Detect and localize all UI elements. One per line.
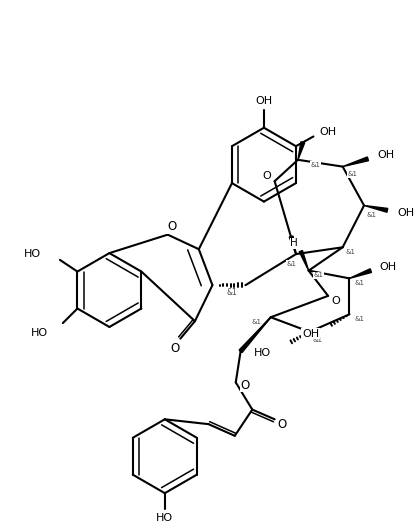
Polygon shape [289, 236, 296, 254]
Text: HO: HO [31, 328, 48, 338]
Polygon shape [349, 269, 372, 278]
Text: OH: OH [319, 127, 336, 137]
Text: OH: OH [378, 150, 395, 160]
Text: HO: HO [24, 249, 41, 259]
Text: &1: &1 [354, 280, 364, 286]
Polygon shape [239, 317, 271, 353]
Text: &1: &1 [354, 316, 364, 322]
Text: O: O [170, 342, 179, 355]
Text: O: O [331, 295, 340, 306]
Text: H: H [290, 238, 298, 248]
Text: OH: OH [397, 208, 414, 218]
Text: OH: OH [380, 262, 397, 272]
Text: &1: &1 [367, 212, 377, 218]
Text: &1: &1 [286, 261, 296, 267]
Text: &1: &1 [310, 162, 321, 168]
Text: HO: HO [156, 514, 173, 523]
Text: &1: &1 [347, 172, 357, 177]
Text: O: O [167, 220, 176, 233]
Text: O: O [278, 418, 287, 430]
Polygon shape [298, 142, 305, 160]
Text: &1: &1 [313, 272, 323, 278]
Polygon shape [299, 251, 309, 270]
Text: OH: OH [302, 329, 319, 339]
Text: O: O [262, 172, 271, 181]
Text: &1: &1 [227, 289, 237, 298]
Text: &1: &1 [313, 337, 322, 343]
Polygon shape [364, 206, 388, 212]
Text: OH: OH [255, 96, 272, 106]
Text: O: O [241, 379, 250, 392]
Text: HO: HO [253, 348, 271, 358]
Text: &1: &1 [251, 319, 261, 325]
Text: &1: &1 [345, 249, 355, 255]
Polygon shape [343, 157, 368, 167]
